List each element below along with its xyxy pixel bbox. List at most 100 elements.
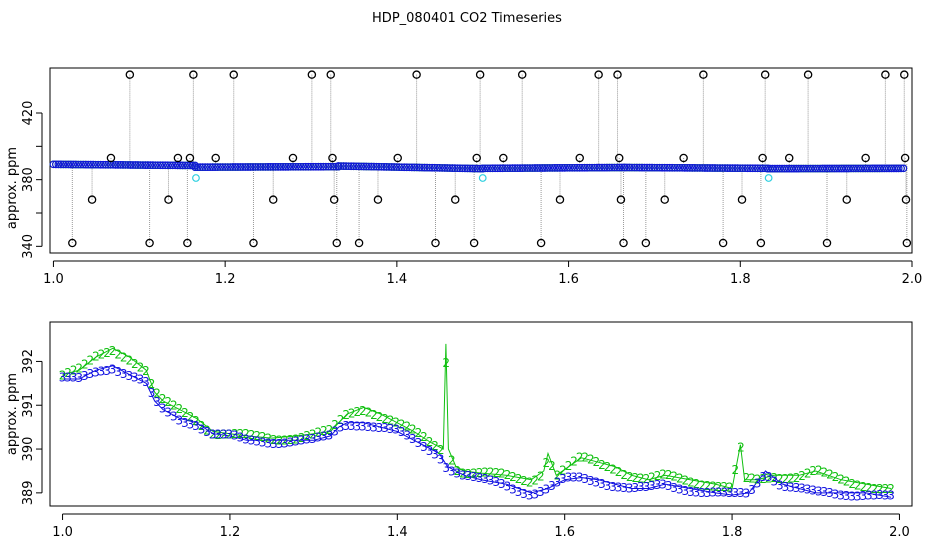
top-baseline-point	[675, 163, 684, 172]
top-baseline-point	[319, 162, 328, 171]
top-baseline-point	[660, 163, 669, 172]
top-baseline-point	[415, 163, 424, 172]
top-y-axis-label: approx. ppm	[5, 147, 20, 229]
series-2-marker: 2	[559, 464, 567, 478]
series-3-marker: 3	[253, 435, 261, 449]
series-2-marker: 2	[131, 357, 139, 371]
series-2-marker: 2	[515, 472, 523, 486]
series-2-marker: 2	[176, 402, 184, 416]
series-2-marker: 2	[609, 462, 617, 476]
series-2-marker: 2	[543, 456, 551, 470]
top-baseline-point	[392, 163, 401, 171]
series-2-marker: 2	[326, 423, 334, 437]
series-2-marker: 2	[120, 351, 128, 365]
top-baseline-point	[96, 160, 105, 169]
top-baseline-point	[501, 164, 509, 173]
top-outlier-point	[288, 153, 298, 163]
series-3-marker: 3	[470, 470, 478, 484]
top-outlier-point	[822, 238, 832, 248]
top-outlier-point	[760, 70, 770, 79]
top-baseline-point	[156, 161, 165, 170]
top-baseline-point	[498, 164, 507, 173]
series-2-marker: 2	[620, 468, 628, 482]
series-2-marker: 2	[743, 471, 751, 485]
top-baseline-point	[688, 164, 697, 172]
series-3-marker: 3	[203, 425, 211, 439]
top-outlier-point	[307, 70, 317, 79]
top-baseline-point	[139, 161, 147, 169]
series-2-marker: 2	[387, 414, 395, 428]
series-3-marker: 3	[826, 486, 834, 500]
top-outlier-point	[499, 153, 508, 163]
top-x-tick-label: 2.0	[902, 272, 923, 287]
series-3-marker: 3	[153, 395, 161, 409]
series-3-marker: 3	[565, 471, 573, 485]
top-outlier-point	[183, 238, 192, 248]
series-3-marker: 3	[298, 433, 306, 447]
top-baseline-point	[506, 164, 514, 173]
top-baseline-point	[605, 163, 614, 172]
top-baseline-point	[653, 163, 661, 172]
bottom-x-tick-label: 1.8	[722, 525, 743, 540]
top-baseline-point	[741, 164, 749, 173]
top-baseline-point	[289, 162, 298, 171]
series-3-marker: 3	[276, 437, 284, 451]
top-baseline-point	[448, 164, 457, 172]
top-outlier-point	[185, 153, 195, 163]
top-baseline-point	[334, 162, 343, 170]
top-baseline-point	[94, 160, 103, 169]
series-3-marker: 3	[476, 471, 484, 485]
top-baseline-point	[89, 160, 98, 169]
series-3-marker: 3	[526, 489, 534, 503]
top-baseline-point	[471, 164, 479, 173]
series-3-marker: 3	[365, 420, 373, 434]
series-3-marker: 3	[637, 480, 645, 494]
top-baseline-point	[54, 160, 63, 169]
series-3-marker: 3	[331, 424, 339, 438]
top-baseline-point	[748, 164, 757, 173]
top-outlier-point	[842, 195, 851, 204]
top-baseline-point	[198, 163, 207, 171]
top-baseline-point	[536, 164, 544, 172]
series-3-marker: 3	[92, 365, 100, 379]
top-baseline-point	[191, 163, 199, 172]
series-2-marker: 2	[465, 467, 473, 481]
series-2-marker: 2	[342, 408, 350, 422]
series-2-marker: 2	[504, 468, 512, 482]
series-2-marker: 2	[142, 364, 150, 378]
top-baseline-point	[349, 162, 358, 171]
series-2-marker: 2	[593, 455, 601, 469]
top-outlier-point	[699, 70, 708, 79]
series-3-marker: 3	[631, 481, 639, 495]
top-baseline-point	[418, 163, 426, 172]
series-2-marker: 2	[203, 423, 211, 437]
series-3-marker: 3	[75, 371, 83, 385]
top-baseline-point	[276, 163, 285, 171]
bottom-y-tick-label: 389	[21, 480, 36, 505]
series-2-marker: 2	[209, 428, 217, 442]
bottom-x-tick-label: 1.0	[52, 525, 73, 540]
top-baseline-point	[158, 161, 167, 170]
series-2-marker: 2	[476, 466, 484, 480]
top-baseline-point	[706, 164, 714, 172]
top-baseline-point	[508, 164, 517, 173]
series-2-marker: 2	[682, 474, 690, 488]
series-3-marker: 3	[882, 488, 890, 502]
series-2-marker: 2	[637, 472, 645, 486]
top-baseline-point	[528, 164, 537, 172]
series-3-marker: 3	[765, 470, 773, 484]
top-baseline-point	[281, 163, 290, 171]
top-baseline-point	[241, 163, 250, 171]
top-baseline-point	[402, 163, 411, 172]
series-2-marker: 2	[259, 430, 267, 444]
top-baseline-point	[555, 164, 564, 172]
top-outlier-point	[164, 195, 173, 204]
series-3-marker: 3	[198, 422, 206, 436]
top-baseline-point	[359, 162, 368, 171]
series-2-marker: 2	[365, 406, 373, 420]
top-baseline-point	[473, 164, 482, 173]
series-3-marker: 3	[837, 488, 845, 502]
series-3-marker: 3	[709, 486, 717, 500]
top-baseline-point	[435, 164, 444, 172]
series-3-marker: 3	[98, 365, 106, 379]
